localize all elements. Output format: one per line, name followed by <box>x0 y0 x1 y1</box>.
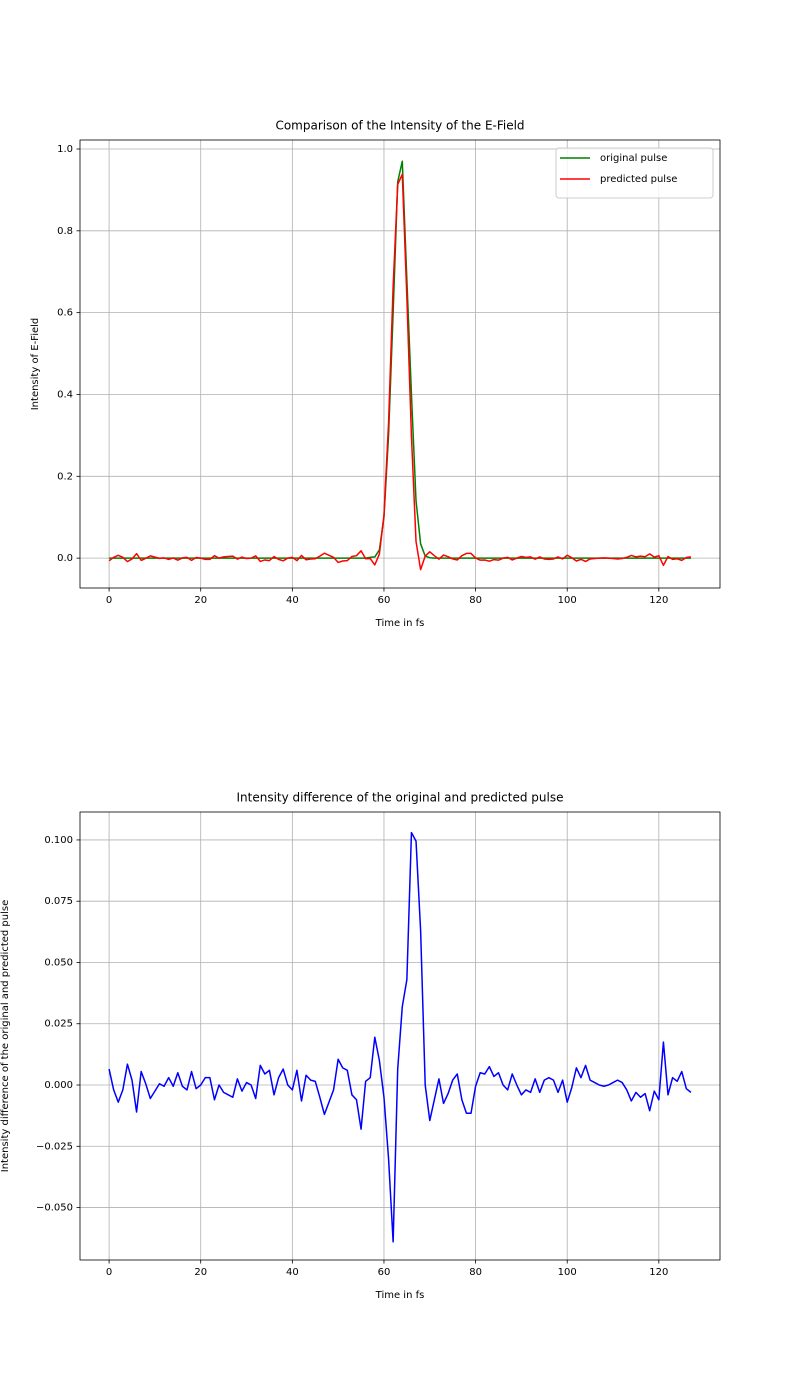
x-tick-label: 120 <box>649 1267 668 1278</box>
x-tick-label: 20 <box>194 1267 207 1278</box>
y-tick-label: 0.075 <box>44 896 73 907</box>
y-tick-label: 0.000 <box>44 1080 73 1091</box>
y-tick-label: 1.0 <box>57 144 73 155</box>
chart-title: Intensity difference of the original and… <box>237 791 564 805</box>
x-tick-label: 100 <box>558 595 577 606</box>
y-axis-label: Intensity difference of the original and… <box>0 900 11 1172</box>
x-tick-label: 60 <box>378 595 391 606</box>
plot-frame <box>79 811 721 1261</box>
y-axis-label: Intensity of E-Field <box>30 318 41 411</box>
y-tick-label: 0.8 <box>57 226 73 237</box>
x-tick-label: 0 <box>106 595 112 606</box>
y-tick-label: 0.050 <box>44 957 73 968</box>
data-line <box>108 173 692 571</box>
x-tick-label: 80 <box>469 595 482 606</box>
x-tick-label: 40 <box>286 595 299 606</box>
data-line <box>108 831 692 1243</box>
y-tick-label: 0.0 <box>57 553 73 564</box>
chart-title: Comparison of the Intensity of the E-Fie… <box>275 119 524 133</box>
y-tick-label: 0.2 <box>57 471 73 482</box>
y-tick-label: 0.4 <box>57 389 73 400</box>
x-tick-label: 120 <box>649 595 668 606</box>
legend-label: original pulse <box>600 153 667 164</box>
x-tick-label: 0 <box>106 1267 112 1278</box>
x-axis-label: Time in fs <box>375 1290 425 1301</box>
x-axis-label: Time in fs <box>375 618 425 629</box>
y-tick-label: 0.6 <box>57 308 73 319</box>
y-tick-label: 0.025 <box>44 1019 73 1030</box>
y-tick-label: −0.025 <box>36 1141 73 1152</box>
x-tick-label: 40 <box>286 1267 299 1278</box>
x-tick-label: 60 <box>378 1267 391 1278</box>
x-tick-label: 20 <box>194 595 207 606</box>
y-tick-label: −0.050 <box>36 1203 73 1214</box>
y-tick-label: 0.100 <box>44 835 73 846</box>
legend-label: predicted pulse <box>600 174 677 185</box>
x-tick-label: 100 <box>558 1267 577 1278</box>
plot-frame <box>79 139 721 589</box>
legend-box <box>555 147 714 199</box>
x-tick-label: 80 <box>469 1267 482 1278</box>
